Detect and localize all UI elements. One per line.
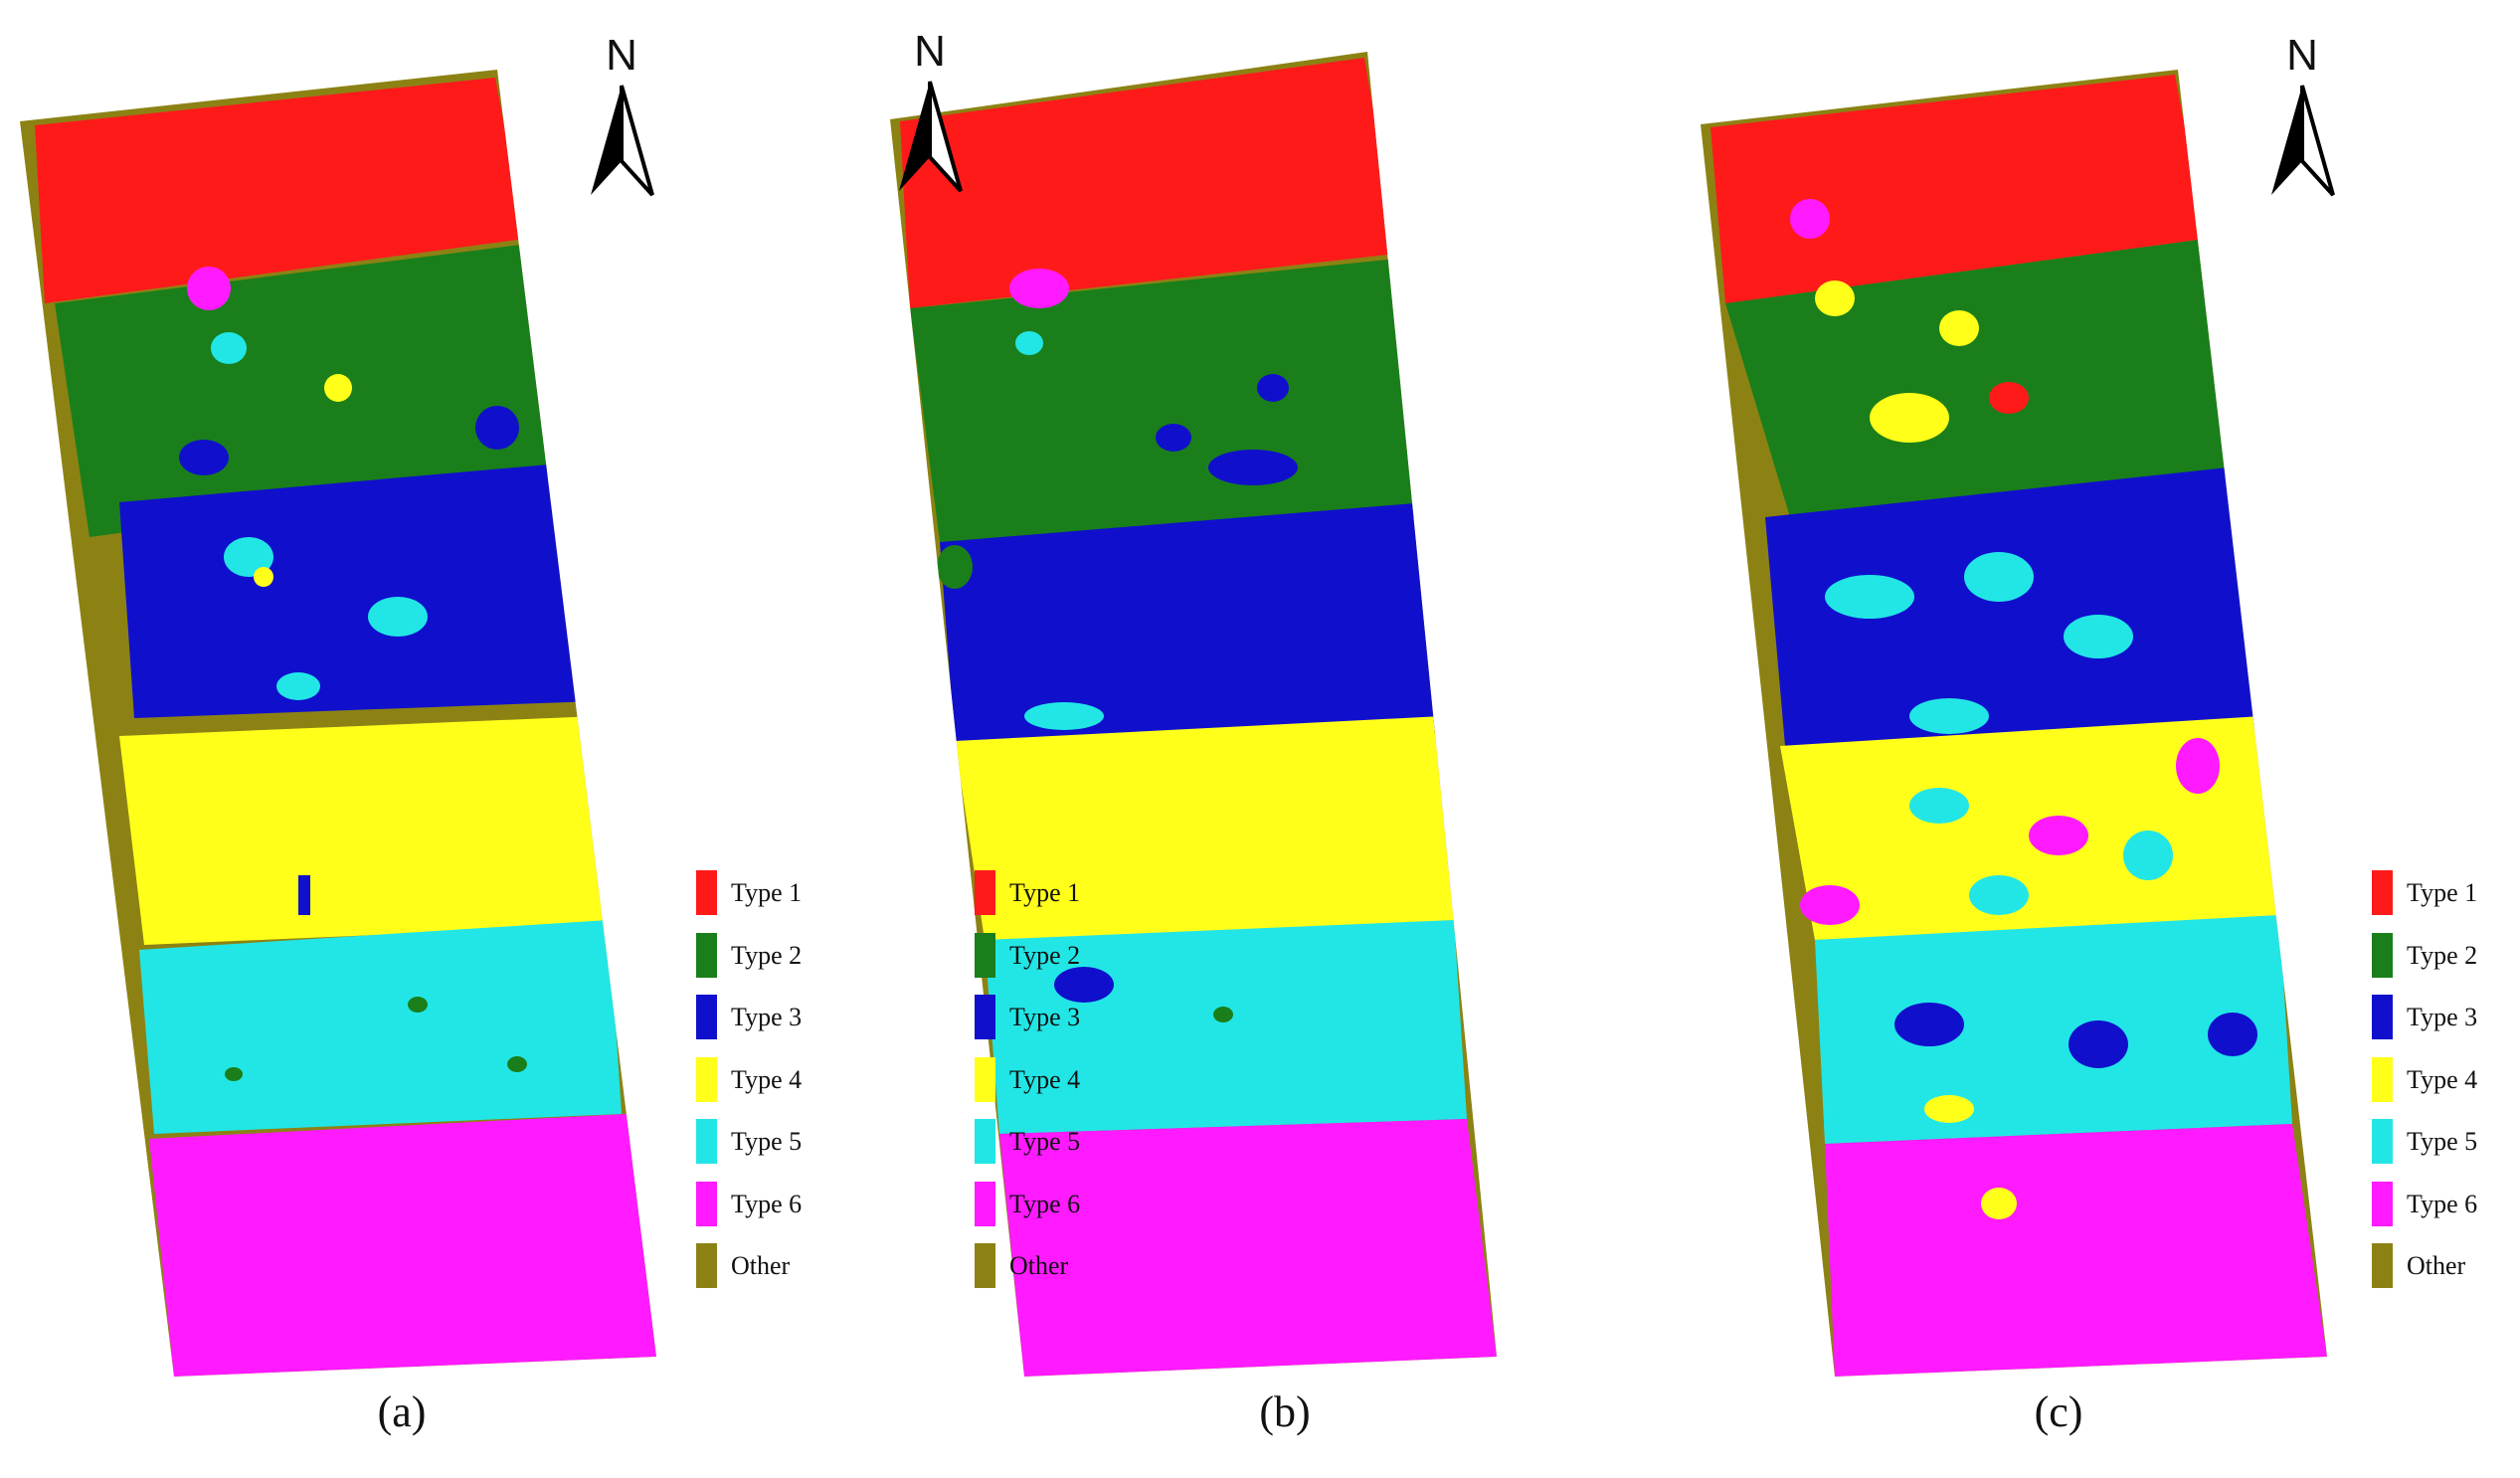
- legend-label: Type 1: [2407, 878, 2478, 907]
- legend-swatch: [2372, 1243, 2393, 1288]
- type-1-zone: [35, 78, 525, 303]
- legend-item: Type 6: [2372, 1181, 2520, 1226]
- legend-swatch: [696, 1056, 717, 1102]
- panel-label: (b): [1259, 1387, 1311, 1436]
- legend-item: Type 5: [696, 1119, 845, 1164]
- type-5-zone: [1815, 915, 2292, 1144]
- legend-item: Type 3: [975, 995, 1124, 1039]
- legend-swatch: [975, 1243, 995, 1288]
- legend-item: Other: [696, 1243, 845, 1288]
- legend-item: Type 5: [2372, 1119, 2520, 1164]
- legend-item: Type 1: [2372, 870, 2520, 915]
- legend-swatch: [975, 995, 995, 1039]
- legend-swatch: [2372, 1119, 2393, 1164]
- legend-swatch: [2372, 870, 2393, 915]
- legend-swatch: [2372, 1056, 2393, 1102]
- type-1-zone: [900, 58, 1397, 308]
- north-arrow-a: N: [577, 34, 666, 203]
- classification-map-panel-a: N Type 1 Type 2 Type 3 Type 4 Type 5: [0, 0, 839, 1478]
- legend-swatch: [2372, 995, 2393, 1039]
- legend-swatch: [975, 870, 995, 915]
- classification-map-a: [20, 70, 656, 1377]
- legend-item: Type 4: [975, 1056, 1124, 1102]
- legend-swatch: [696, 870, 717, 915]
- north-label: N: [606, 31, 637, 80]
- legend-label: Type 1: [1009, 878, 1081, 907]
- legend-swatch: [975, 1056, 995, 1102]
- legend-label: Type 5: [1009, 1127, 1081, 1156]
- legend-swatch: [696, 932, 717, 978]
- classification-map-panel-c: N Type 1 Type 2 Type 3 Type 4 Type 5: [1681, 0, 2520, 1478]
- legend-a: Type 1 Type 2 Type 3 Type 4 Type 5 Type …: [696, 870, 845, 1313]
- legend-b: Type 1 Type 2 Type 3 Type 4 Type 5 Type …: [975, 870, 1124, 1313]
- type-6-zone: [1825, 1124, 2327, 1377]
- legend-item: Other: [975, 1243, 1124, 1288]
- legend-label: Type 1: [731, 878, 803, 907]
- legend-item: Type 3: [2372, 995, 2520, 1039]
- legend-label: Other: [731, 1251, 791, 1280]
- legend-item: Type 4: [696, 1056, 845, 1102]
- legend-item: Type 5: [975, 1119, 1124, 1164]
- legend-label: Type 6: [731, 1189, 803, 1218]
- north-arrow-b: N: [885, 30, 975, 199]
- legend-item: Type 1: [696, 870, 845, 915]
- legend-swatch: [696, 1119, 717, 1164]
- legend-swatch: [2372, 1181, 2393, 1226]
- legend-swatch: [696, 995, 717, 1039]
- legend-label: Type 3: [731, 1003, 803, 1031]
- legend-item: Type 1: [975, 870, 1124, 915]
- legend-label: Type 4: [731, 1064, 803, 1094]
- type-3-zone: [1765, 467, 2262, 746]
- north-arrow-icon: [2271, 85, 2335, 197]
- type-2-zone: [910, 259, 1427, 542]
- type-6-zone: [999, 1119, 1497, 1377]
- legend-label: Type 3: [1009, 1003, 1081, 1031]
- north-label: N: [2286, 31, 2318, 80]
- north-arrow-c: N: [2257, 34, 2347, 203]
- classification-map-b: [890, 52, 1497, 1377]
- legend-label: Type 3: [2407, 1003, 2478, 1031]
- legend-item: Type 6: [975, 1181, 1124, 1226]
- type-3-zone: [119, 462, 595, 718]
- classification-map-panel-b: N Type 1 Type 2 Type 3 Type 4 Type 5: [855, 0, 1695, 1478]
- legend-label: Type 4: [1009, 1064, 1081, 1094]
- legend-label: Type 4: [2407, 1064, 2478, 1094]
- type-4-zone: [955, 716, 1454, 940]
- type-4-zone: [119, 716, 609, 945]
- legend-swatch: [975, 1181, 995, 1226]
- legend-swatch: [975, 932, 995, 978]
- panel-label: (c): [2034, 1387, 2083, 1436]
- type-3-zone: [940, 502, 1442, 741]
- north-arrow-icon: [591, 85, 654, 197]
- legend-item: Type 6: [696, 1181, 845, 1226]
- legend-label: Type 2: [2407, 940, 2478, 970]
- legend-label: Type 5: [2407, 1127, 2478, 1156]
- legend-label: Type 6: [2407, 1189, 2478, 1218]
- legend-swatch: [2372, 932, 2393, 978]
- legend-label: Type 5: [731, 1127, 803, 1156]
- legend-c: Type 1 Type 2 Type 3 Type 4 Type 5 Type …: [2372, 870, 2520, 1313]
- legend-swatch: [975, 1119, 995, 1164]
- legend-label: Type 2: [731, 940, 803, 970]
- classification-map-c: [1701, 70, 2327, 1377]
- legend-label: Type 6: [1009, 1189, 1081, 1218]
- north-arrow-icon: [899, 81, 963, 193]
- legend-label: Other: [2407, 1251, 2466, 1280]
- type-4-zone: [1780, 716, 2279, 940]
- legend-swatch: [696, 1181, 717, 1226]
- legend-item: Type 3: [696, 995, 845, 1039]
- type-5-zone: [139, 920, 622, 1134]
- north-label: N: [914, 27, 946, 76]
- legend-item: Type 2: [696, 932, 845, 978]
- legend-item: Type 4: [2372, 1056, 2520, 1102]
- type-6-zone: [149, 1114, 656, 1377]
- legend-item: Other: [2372, 1243, 2520, 1288]
- legend-item: Type 2: [975, 932, 1124, 978]
- panel-label: (a): [377, 1387, 427, 1436]
- type-1-zone: [1710, 75, 2206, 303]
- legend-item: Type 2: [2372, 932, 2520, 978]
- legend-swatch: [696, 1243, 717, 1288]
- legend-label: Type 2: [1009, 940, 1081, 970]
- legend-label: Other: [1009, 1251, 1069, 1280]
